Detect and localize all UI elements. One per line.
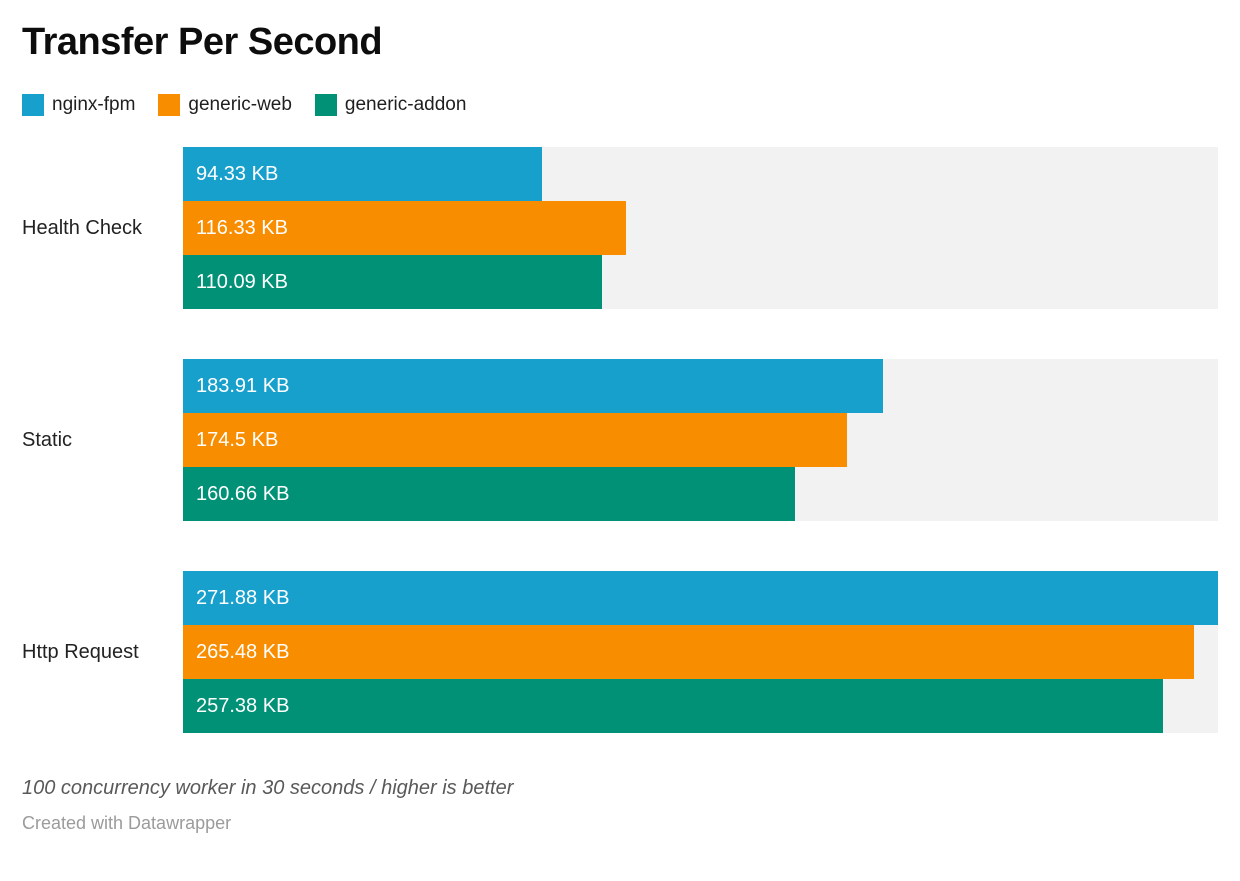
bar-track: 174.5 KB	[183, 413, 1218, 467]
bar-generic-addon: 160.66 KB	[183, 467, 795, 521]
bar-value-label: 183.91 KB	[196, 374, 290, 397]
bar-track: 160.66 KB	[183, 467, 1218, 521]
bar-group: Http Request 271.88 KB 265.48 KB 257.38 KB	[0, 571, 1240, 733]
bar-value-label: 94.33 KB	[196, 162, 279, 185]
legend-label: generic-addon	[344, 94, 467, 115]
bar-generic-addon: 110.09 KB	[183, 255, 603, 309]
bar-chart: Health Check 94.33 KB 116.33 KB 110.09 KB St…	[0, 147, 1240, 733]
legend-swatch-icon	[22, 94, 44, 116]
bar-nginx-fpm: 271.88 KB	[183, 571, 1218, 625]
bar-generic-addon: 257.38 KB	[183, 679, 1163, 733]
legend-swatch-icon	[158, 94, 181, 116]
bar-group: Health Check 94.33 KB 116.33 KB 110.09 KB	[0, 147, 1240, 309]
bar-value-label: 174.5 KB	[196, 428, 279, 451]
legend-item-generic-addon: generic-addon	[314, 94, 467, 116]
datawrapper-attribution: Created with Datawrapper	[22, 813, 232, 833]
bar-value-label: 110.09 KB	[196, 270, 288, 293]
legend-item-nginx-fpm: nginx-fpm	[22, 94, 135, 116]
legend: nginx-fpm generic-web generic-addon	[22, 94, 1240, 116]
bar-group: Static 183.91 KB 174.5 KB 160.66 KB	[0, 359, 1240, 521]
bar-value-label: 160.66 KB	[196, 482, 290, 505]
bar-value-label: 265.48 KB	[196, 640, 290, 663]
chart-footnote: 100 concurrency worker in 30 seconds / h…	[22, 777, 514, 799]
bar-track: 265.48 KB	[183, 625, 1218, 679]
legend-item-generic-web: generic-web	[158, 94, 292, 116]
category-label: Static	[22, 428, 73, 451]
bar-value-label: 257.38 KB	[196, 694, 290, 717]
bars-stack: 94.33 KB 116.33 KB 110.09 KB	[183, 147, 1218, 309]
bar-value-label: 116.33 KB	[196, 216, 288, 239]
bar-track: 94.33 KB	[183, 147, 1218, 201]
category-label: Http Request	[22, 640, 139, 663]
bar-track: 116.33 KB	[183, 201, 1218, 255]
legend-swatch-icon	[314, 94, 337, 116]
bars-stack: 183.91 KB 174.5 KB 160.66 KB	[183, 359, 1218, 521]
bar-nginx-fpm: 183.91 KB	[183, 359, 884, 413]
bar-nginx-fpm: 94.33 KB	[183, 147, 543, 201]
bar-track: 110.09 KB	[183, 255, 1218, 309]
legend-label: nginx-fpm	[52, 94, 136, 115]
bar-value-label: 271.88 KB	[196, 586, 290, 609]
bar-track: 257.38 KB	[183, 679, 1218, 733]
chart-page: Transfer Per Second nginx-fpm generic-we…	[0, 21, 1240, 881]
chart-title: Transfer Per Second	[22, 21, 383, 63]
bar-generic-web: 265.48 KB	[183, 625, 1194, 679]
bar-track: 271.88 KB	[183, 571, 1218, 625]
bar-generic-web: 174.5 KB	[183, 413, 848, 467]
bar-generic-web: 116.33 KB	[183, 201, 626, 255]
legend-label: generic-web	[188, 94, 292, 115]
bars-stack: 271.88 KB 265.48 KB 257.38 KB	[183, 571, 1218, 733]
bar-track: 183.91 KB	[183, 359, 1218, 413]
category-label: Health Check	[22, 216, 143, 239]
